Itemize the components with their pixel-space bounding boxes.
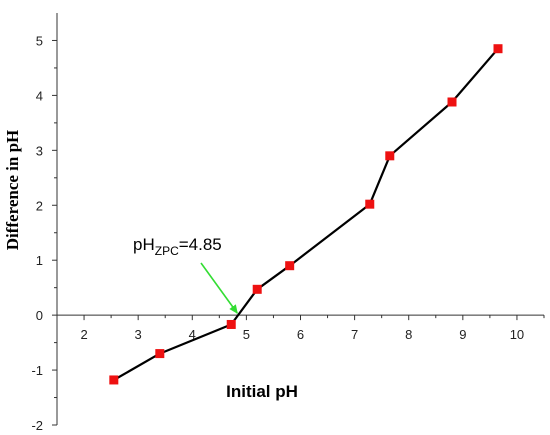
zpc-base: pH [133, 235, 155, 254]
data-point-6 [365, 199, 375, 209]
x-axis-ticks: 2 3 4 5 6 7 8 9 10 [56, 315, 545, 342]
x-axis-title: Initial pH [226, 382, 298, 401]
zpc-subscript: ZPC [155, 244, 179, 258]
y-tick-label-4: 4 [36, 88, 43, 103]
zpc-annotation: pHZPC=4.85 [133, 235, 238, 314]
axes [56, 13, 544, 425]
data-point-9 [493, 44, 503, 54]
y-tick-label-0: 0 [36, 308, 43, 323]
zpc-arrow [200, 262, 238, 314]
x-tick-label-2: 2 [80, 327, 87, 342]
zpc-value: =4.85 [179, 235, 222, 254]
y-tick-label-2: 2 [36, 198, 43, 213]
x-tick-label-3: 3 [135, 327, 142, 342]
y-axis-title: Difference in pH [3, 130, 22, 251]
x-tick-label-6: 6 [297, 327, 304, 342]
zpc-annotation-label: pHZPC=4.85 [133, 235, 222, 258]
data-point-3 [226, 319, 236, 329]
data-point-4 [252, 284, 262, 294]
y-tick-label-5: 5 [36, 33, 43, 48]
y-tick-label-3: 3 [36, 143, 43, 158]
x-tick-label-7: 7 [351, 327, 358, 342]
data-point-1 [109, 375, 119, 385]
x-tick-label-9: 9 [459, 327, 466, 342]
series-polyline [113, 47, 499, 381]
data-point-2 [155, 349, 165, 359]
x-tick-label-5: 5 [243, 327, 250, 342]
series-line [113, 47, 499, 381]
x-tick-label-10: 10 [510, 327, 524, 342]
series-markers [109, 44, 503, 385]
y-tick-label-1: 1 [36, 253, 43, 268]
y-axis-ticks: -2 -1 0 1 2 3 4 5 [31, 33, 57, 433]
x-tick-label-4: 4 [189, 327, 196, 342]
data-point-8 [447, 97, 457, 107]
y-tick-label--2: -2 [31, 418, 43, 433]
data-point-7 [385, 151, 395, 161]
y-tick-label--1: -1 [31, 363, 43, 378]
data-point-5 [285, 261, 295, 271]
x-tick-label-8: 8 [405, 327, 412, 342]
